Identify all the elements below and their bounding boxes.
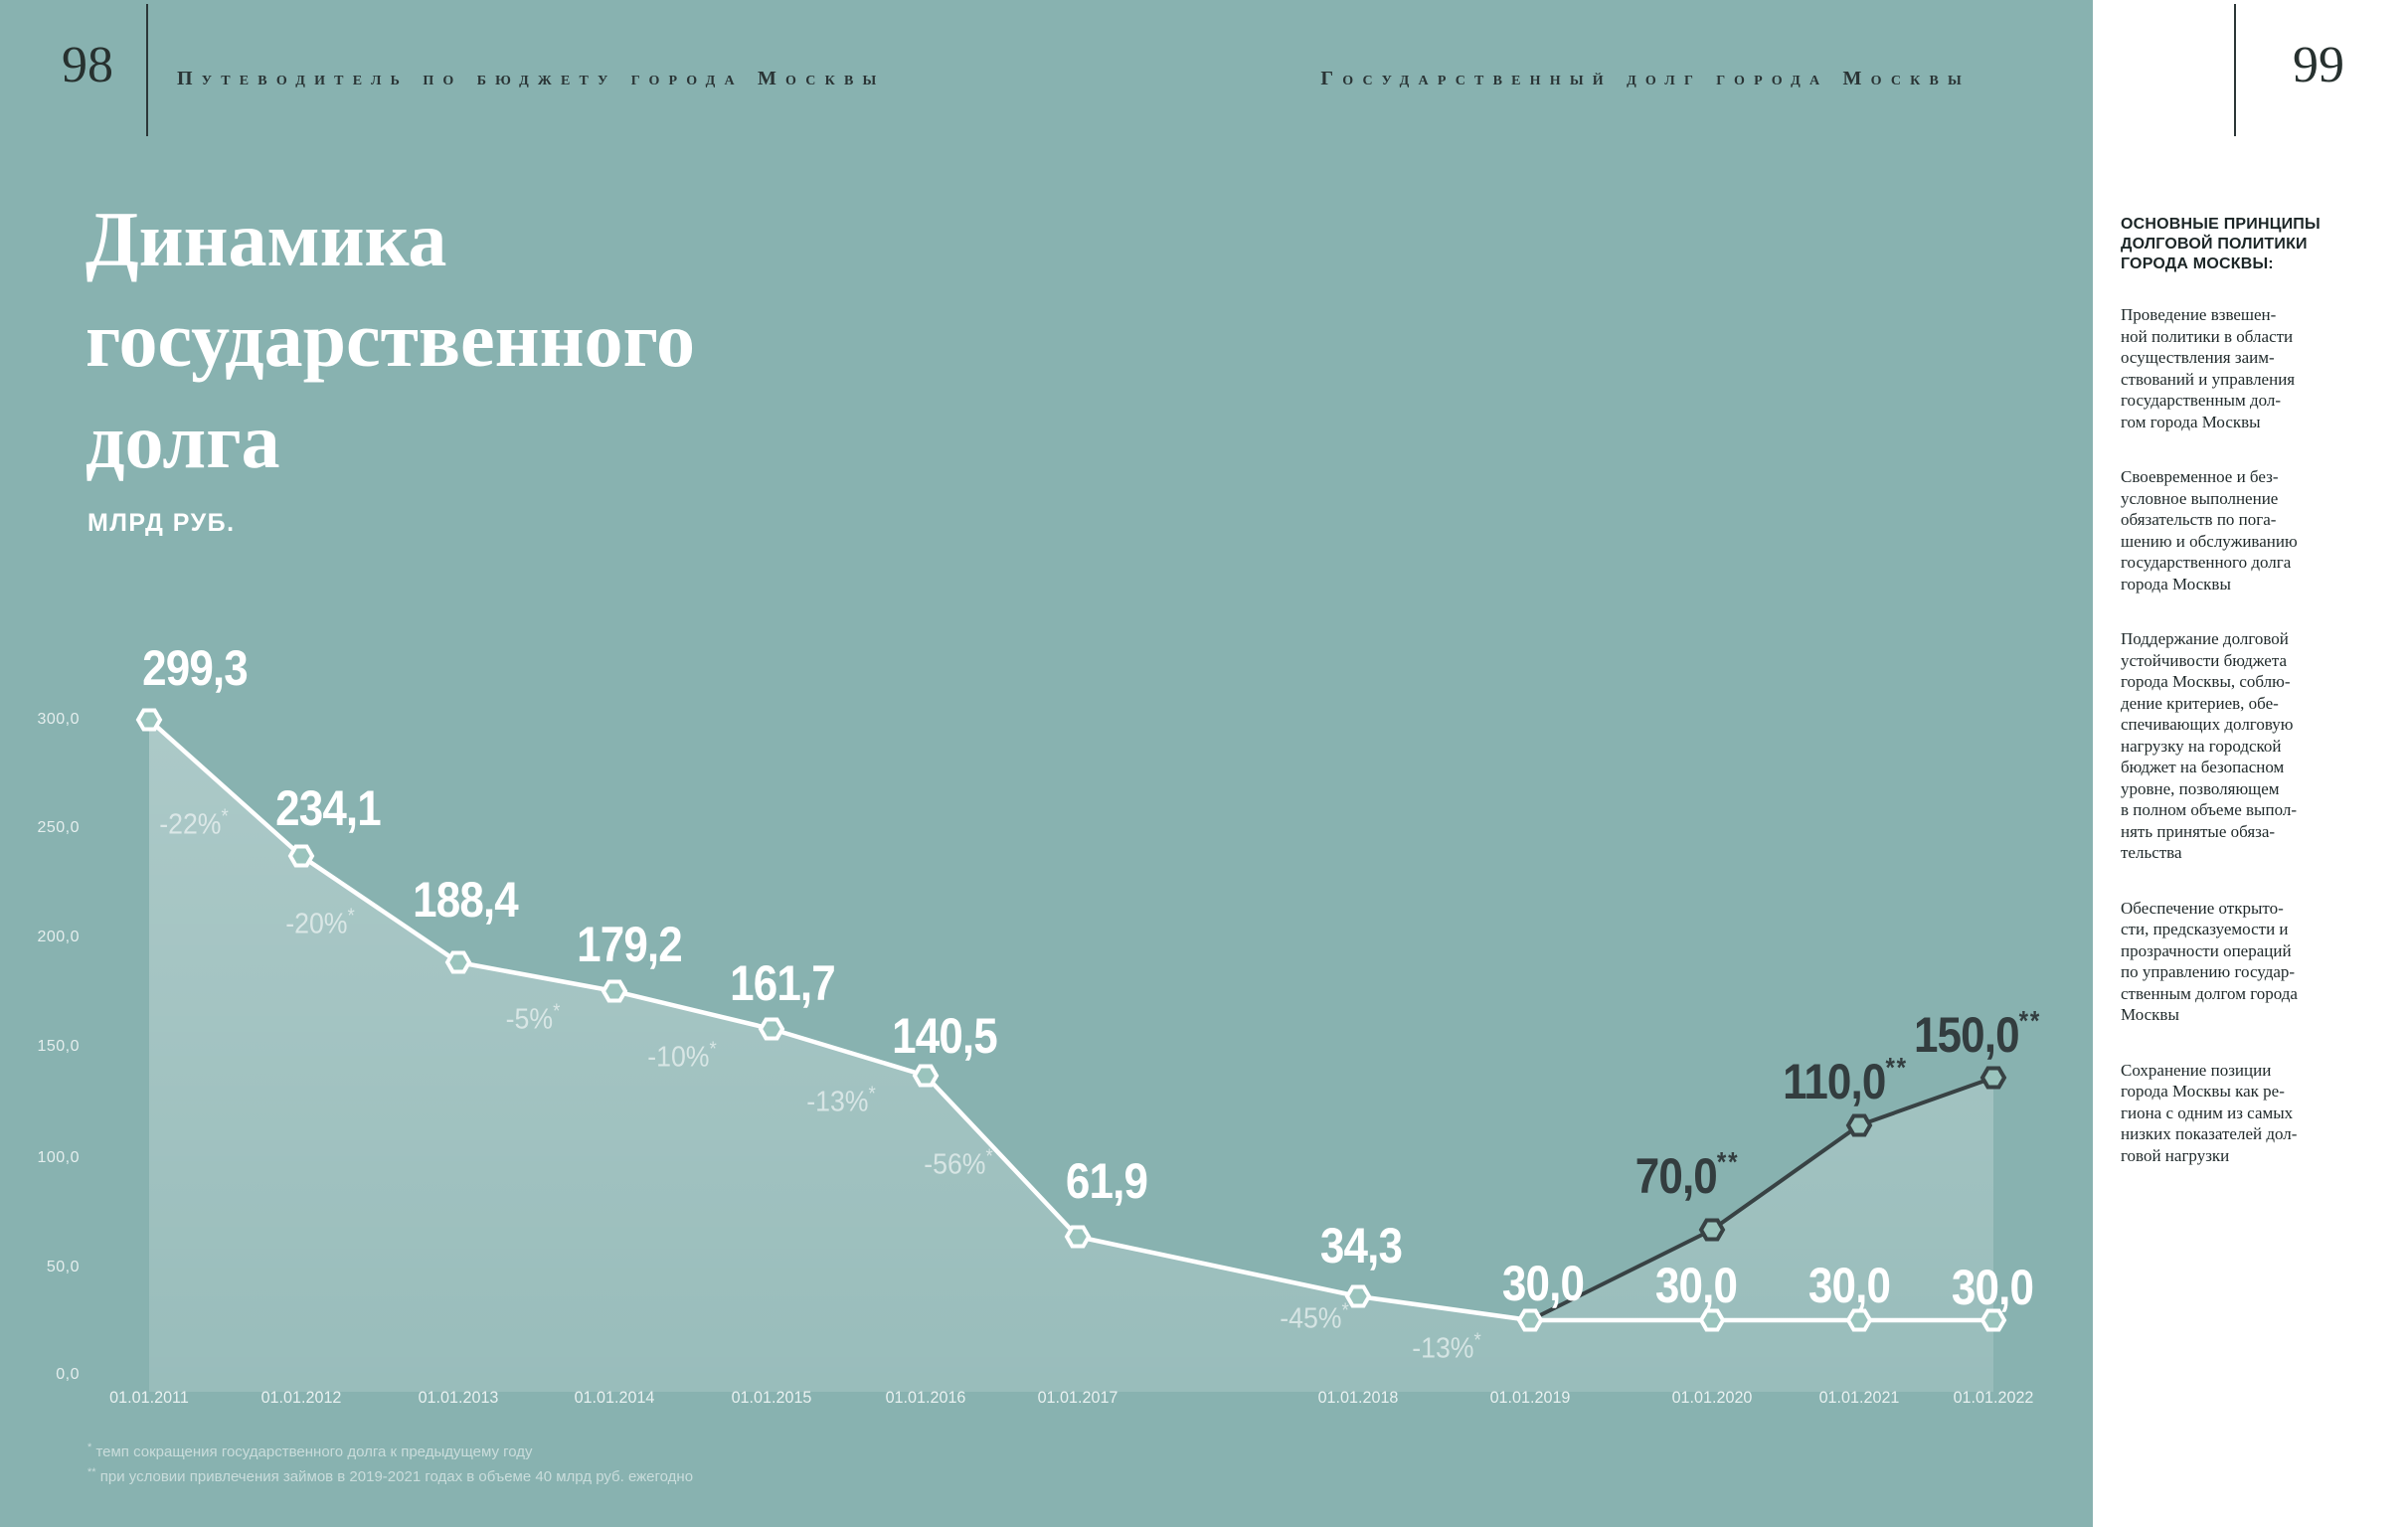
page-number-left: 98: [62, 37, 113, 93]
y-axis-tick-label: 100,0: [37, 1149, 80, 1166]
debt-line: [147, 718, 1993, 1323]
debt-area-fill: [149, 720, 1993, 1392]
sidebar-paragraph-list: Проведение взвешен- ной политики в облас…: [2121, 304, 2371, 1166]
percent-change-label: -45%*: [1280, 1299, 1349, 1335]
value-label: 299,3: [142, 640, 249, 696]
percent-change-label: -56%*: [924, 1145, 993, 1181]
chart-unit-label: МЛРД РУБ.: [87, 509, 236, 537]
scenario-line: [1529, 1076, 1994, 1322]
footnote-mark: *: [868, 1083, 876, 1105]
data-point-marker: [758, 1017, 785, 1041]
sidebar-paragraph: Проведение взвешен- ной политики в облас…: [2121, 305, 2296, 431]
value-label: 61,9: [1065, 1153, 1148, 1209]
scenario-value-label: 70,0**: [1634, 1146, 1740, 1204]
sidebar-paragraph: Своевременное и без- условное выполнение…: [2121, 467, 2298, 594]
value-label: 30,0: [1501, 1256, 1585, 1311]
footnote-mark: **: [87, 1466, 96, 1478]
sidebar-paragraph: Обеспечение открыто- сти, предсказуемост…: [2121, 898, 2298, 1025]
y-axis-tick-label: 150,0: [37, 1038, 80, 1055]
x-axis-tick-label: 01.01.2015: [731, 1388, 812, 1407]
page-number-right: 99: [2293, 37, 2344, 93]
scenario-point-marker: [1698, 1218, 1726, 1242]
footnote-mark: *: [221, 805, 229, 828]
sidebar-paragraph: Поддержание долговой устойчивости бюджет…: [2121, 629, 2297, 862]
footnote-mark: *: [347, 905, 355, 928]
x-axis-tick-label: 01.01.2019: [1489, 1388, 1571, 1407]
divider-right: [2234, 4, 2236, 136]
footnote-mark: *: [1473, 1329, 1481, 1352]
value-label: 34,3: [1319, 1218, 1403, 1273]
value-label: 30,0: [1951, 1260, 2034, 1315]
footnote-mark: *: [985, 1145, 993, 1168]
footnote-mark: **: [1716, 1146, 1740, 1178]
x-axis-tick-label: 01.01.2011: [109, 1388, 189, 1407]
x-axis-tick-label: 01.01.2018: [1317, 1388, 1399, 1407]
data-point-marker: [444, 950, 472, 974]
x-axis-tick-label: 01.01.2012: [260, 1388, 342, 1407]
y-axis-tick-label: 50,0: [46, 1259, 80, 1275]
y-axis-tick-label: 300,0: [37, 711, 80, 728]
x-axis-tick-label: 01.01.2016: [885, 1388, 966, 1407]
y-axis-tick-label: 200,0: [37, 929, 80, 945]
value-label: 30,0: [1654, 1258, 1738, 1313]
divider-left: [146, 4, 148, 136]
value-label: 188,4: [413, 872, 519, 928]
x-axis-tick-label: 01.01.2022: [1953, 1388, 2034, 1407]
data-point-marker: [1516, 1308, 1544, 1332]
page-title: Динамика государственного долга: [86, 196, 696, 484]
data-point-marker: [1344, 1284, 1372, 1308]
x-axis-tick-label: 01.01.2014: [574, 1388, 655, 1407]
principles-sidebar: ОСНОВНЫЕ ПРИНЦИПЫ ДОЛГОВОЙ ПОЛИТИКИ ГОРО…: [2121, 215, 2371, 1200]
data-point-marker: [1064, 1225, 1092, 1249]
footnote: * темп сокращения государственного долга…: [87, 1442, 533, 1460]
data-point-marker: [1845, 1308, 1873, 1332]
data-point-marker: [601, 979, 628, 1003]
percent-change-label: -13%*: [1412, 1329, 1481, 1365]
footnote-mark: *: [87, 1442, 92, 1453]
y-axis-tick-label: 250,0: [37, 819, 80, 836]
percent-change-label: -5%*: [505, 1000, 561, 1036]
value-label: 234,1: [275, 780, 382, 836]
footnote-mark: **: [1885, 1052, 1908, 1084]
x-axis-tick-label: 01.01.2021: [1818, 1388, 1900, 1407]
percent-change-label: -22%*: [159, 805, 229, 841]
data-point-marker: [1698, 1308, 1726, 1332]
y-axis-tick-label: 0,0: [56, 1366, 80, 1383]
x-axis-tick-label: 01.01.2017: [1037, 1388, 1118, 1407]
scenario-value-label: 110,0**: [1783, 1052, 1908, 1109]
value-label: 179,2: [577, 917, 683, 972]
footnote: ** при условии привлечения займов в 2019…: [87, 1466, 694, 1485]
data-point-marker: [912, 1064, 940, 1088]
percent-change-label: -20%*: [285, 905, 355, 940]
scenario-point-marker: [1845, 1113, 1873, 1137]
value-label: 30,0: [1807, 1258, 1891, 1313]
x-axis-tick-label: 01.01.2020: [1671, 1388, 1753, 1407]
footnote-mark: **: [2018, 1005, 2042, 1037]
data-point-marker: [135, 708, 163, 732]
value-label: 161,7: [730, 955, 836, 1011]
percent-change-label: -10%*: [647, 1038, 717, 1074]
scenario-value-label: 150,0**: [1913, 1005, 2042, 1063]
footnote-mark: *: [1341, 1299, 1349, 1322]
footnote-mark: *: [709, 1038, 717, 1061]
x-axis-tick-label: 01.01.2013: [418, 1388, 499, 1407]
data-point-marker: [287, 844, 315, 868]
sidebar-heading: ОСНОВНЫЕ ПРИНЦИПЫ ДОЛГОВОЙ ПОЛИТИКИ ГОРО…: [2121, 216, 2321, 272]
footnote-mark: *: [553, 1000, 561, 1023]
data-point-marker: [1979, 1308, 2007, 1332]
running-header-left: Путеводитель по бюджету города Москвы: [177, 68, 886, 89]
percent-change-label: -13%*: [806, 1083, 876, 1118]
sidebar-paragraph: Сохранение позиции города Москвы как ре-…: [2121, 1060, 2298, 1165]
scenario-point-marker: [1979, 1066, 2007, 1090]
running-header-right: Государственный долг города Москвы: [1320, 68, 1971, 89]
value-label: 140,5: [892, 1008, 998, 1064]
